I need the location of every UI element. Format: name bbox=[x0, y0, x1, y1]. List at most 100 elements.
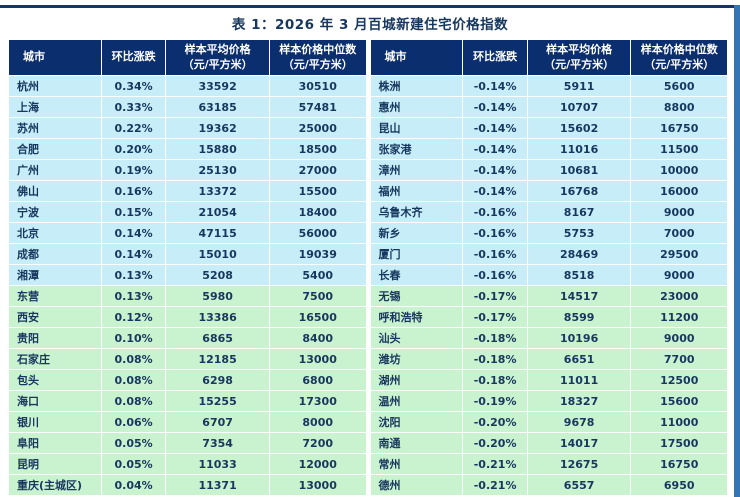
cell-change: 0.13% bbox=[100, 285, 167, 307]
table-row: 常州 -0.21% 12675 16750 bbox=[369, 453, 728, 475]
cell-avg: 12185 bbox=[165, 348, 270, 370]
cell-change: 0.12% bbox=[100, 306, 167, 328]
cell-median: 11000 bbox=[630, 411, 728, 433]
cell-city: 东营 bbox=[8, 285, 102, 307]
cell-median: 12000 bbox=[268, 453, 367, 475]
cell-avg: 25130 bbox=[165, 159, 270, 181]
cell-city: 汕头 bbox=[369, 327, 464, 349]
table-row: 呼和浩特 -0.17% 8599 11200 bbox=[369, 306, 728, 328]
cell-change: 0.16% bbox=[100, 180, 167, 202]
cell-median: 9000 bbox=[630, 327, 728, 349]
cell-avg: 6298 bbox=[165, 369, 270, 391]
cell-avg: 15255 bbox=[165, 390, 270, 412]
column-header: 城市 bbox=[369, 39, 464, 76]
table-row: 张家港 -0.14% 11016 11500 bbox=[369, 138, 728, 160]
cell-avg: 15602 bbox=[526, 117, 632, 139]
table-row: 宁波 0.15% 21054 18400 bbox=[8, 201, 367, 223]
cell-median: 11200 bbox=[630, 306, 728, 328]
cell-city: 昆明 bbox=[8, 453, 102, 475]
column-header: 样本平均价格 （元/平方米） bbox=[165, 39, 270, 76]
cell-change: -0.21% bbox=[462, 474, 528, 496]
cell-avg: 63185 bbox=[165, 96, 270, 118]
cell-change: -0.21% bbox=[462, 453, 528, 475]
cell-median: 11500 bbox=[630, 138, 728, 160]
table-title: 表 1：2026 年 3 月百城新建住宅价格指数 bbox=[231, 17, 509, 33]
cell-city: 阜阳 bbox=[8, 432, 102, 454]
cell-city: 海口 bbox=[8, 390, 102, 412]
page-edge-strip bbox=[734, 5, 740, 497]
cell-avg: 33592 bbox=[165, 75, 270, 97]
cell-median: 13000 bbox=[268, 474, 367, 496]
cell-change: 0.14% bbox=[100, 243, 167, 265]
cell-median: 5400 bbox=[268, 264, 367, 286]
table-row: 厦门 -0.16% 28469 29500 bbox=[369, 243, 728, 265]
cell-avg: 5911 bbox=[526, 75, 632, 97]
cell-median: 8800 bbox=[630, 96, 728, 118]
cell-change: -0.14% bbox=[462, 159, 528, 181]
table-row: 德州 -0.21% 6557 6950 bbox=[369, 474, 728, 496]
cell-city: 湖州 bbox=[369, 369, 464, 391]
column-header: 城市 bbox=[8, 39, 102, 76]
cell-change: 0.08% bbox=[100, 390, 167, 412]
cell-avg: 11011 bbox=[526, 369, 632, 391]
cell-change: -0.16% bbox=[462, 222, 528, 244]
cell-avg: 9678 bbox=[526, 411, 632, 433]
cell-change: 0.13% bbox=[100, 264, 167, 286]
table-row: 苏州 0.22% 19362 25000 bbox=[8, 117, 367, 139]
table-row: 乌鲁木齐 -0.16% 8167 9000 bbox=[369, 201, 728, 223]
cell-change: 0.14% bbox=[100, 222, 167, 244]
cell-city: 昆山 bbox=[369, 117, 464, 139]
table-row: 无锡 -0.17% 14517 23000 bbox=[369, 285, 728, 307]
cell-city: 银川 bbox=[8, 411, 102, 433]
table-row: 阜阳 0.05% 7354 7200 bbox=[8, 432, 367, 454]
cell-median: 7200 bbox=[268, 432, 367, 454]
cell-median: 27000 bbox=[268, 159, 367, 181]
cell-median: 9000 bbox=[630, 264, 728, 286]
cell-avg: 13386 bbox=[165, 306, 270, 328]
cell-avg: 8167 bbox=[526, 201, 632, 223]
cell-median: 7000 bbox=[630, 222, 728, 244]
cell-change: -0.17% bbox=[462, 285, 528, 307]
cell-change: -0.20% bbox=[462, 411, 528, 433]
cell-city: 包头 bbox=[8, 369, 102, 391]
cell-city: 厦门 bbox=[369, 243, 464, 265]
table-row: 昆明 0.05% 11033 12000 bbox=[8, 453, 367, 475]
cell-city: 温州 bbox=[369, 390, 464, 412]
cell-median: 16750 bbox=[630, 117, 728, 139]
table-row: 汕头 -0.18% 10196 9000 bbox=[369, 327, 728, 349]
column-header: 样本价格中位数 （元/平方米） bbox=[268, 39, 367, 76]
cell-change: 0.05% bbox=[100, 453, 167, 475]
cell-median: 15500 bbox=[268, 180, 367, 202]
cell-change: 0.34% bbox=[100, 75, 167, 97]
cell-avg: 18327 bbox=[526, 390, 632, 412]
cell-city: 北京 bbox=[8, 222, 102, 244]
cell-avg: 5980 bbox=[165, 285, 270, 307]
cell-city: 张家港 bbox=[369, 138, 464, 160]
table-row: 杭州 0.34% 33592 30510 bbox=[8, 75, 367, 97]
table-row: 石家庄 0.08% 12185 13000 bbox=[8, 348, 367, 370]
cell-avg: 7354 bbox=[165, 432, 270, 454]
cell-change: -0.14% bbox=[462, 96, 528, 118]
cell-median: 56000 bbox=[268, 222, 367, 244]
cell-median: 13000 bbox=[268, 348, 367, 370]
column-header: 样本价格中位数 （元/平方米） bbox=[630, 39, 728, 76]
table-row: 新乡 -0.16% 5753 7000 bbox=[369, 222, 728, 244]
cell-city: 德州 bbox=[369, 474, 464, 496]
cell-median: 18500 bbox=[268, 138, 367, 160]
cell-avg: 6707 bbox=[165, 411, 270, 433]
cell-median: 10000 bbox=[630, 159, 728, 181]
cell-city: 呼和浩特 bbox=[369, 306, 464, 328]
cell-change: -0.14% bbox=[462, 75, 528, 97]
cell-change: 0.04% bbox=[100, 474, 167, 496]
cell-city: 西安 bbox=[8, 306, 102, 328]
cell-city: 常州 bbox=[369, 453, 464, 475]
cell-city: 南通 bbox=[369, 432, 464, 454]
cell-avg: 11016 bbox=[526, 138, 632, 160]
table-row: 贵阳 0.10% 6865 8400 bbox=[8, 327, 367, 349]
cell-change: 0.05% bbox=[100, 432, 167, 454]
cell-avg: 19362 bbox=[165, 117, 270, 139]
cell-avg: 11033 bbox=[165, 453, 270, 475]
cell-city: 苏州 bbox=[8, 117, 102, 139]
table-row: 西安 0.12% 13386 16500 bbox=[8, 306, 367, 328]
table-row: 沈阳 -0.20% 9678 11000 bbox=[369, 411, 728, 433]
